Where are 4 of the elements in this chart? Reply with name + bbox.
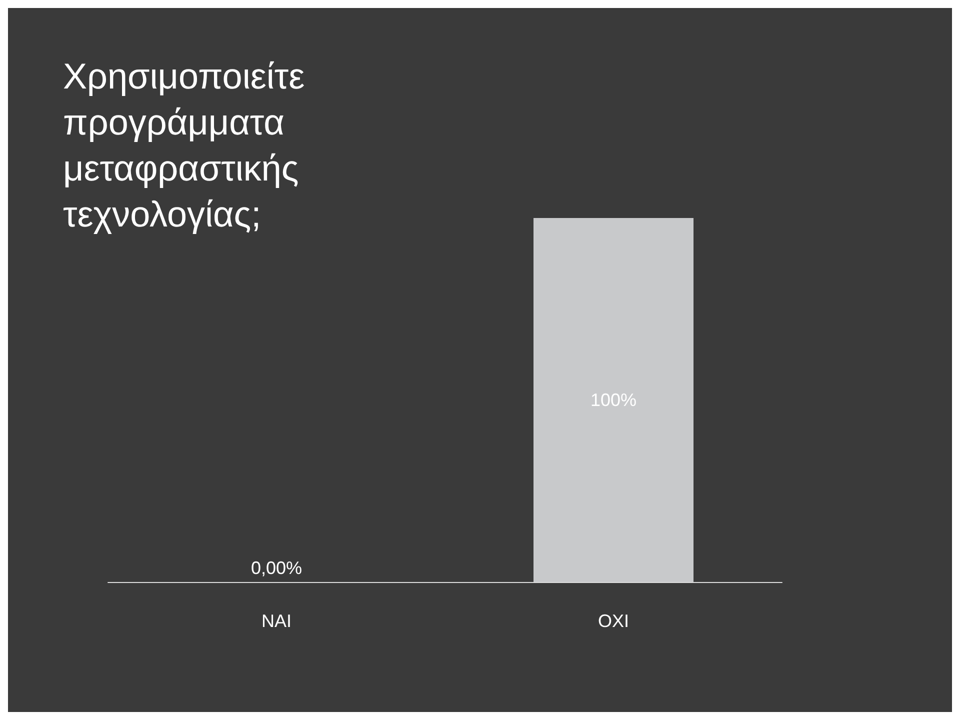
x-tick-label: NAI [261,611,292,631]
chart-title: Χρησιμοποιείτε προγράμματα μεταφραστικής τεχνολογίας; [63,56,315,234]
data-label: 0,00% [250,558,302,578]
x-tick-label: OXI [598,611,630,631]
